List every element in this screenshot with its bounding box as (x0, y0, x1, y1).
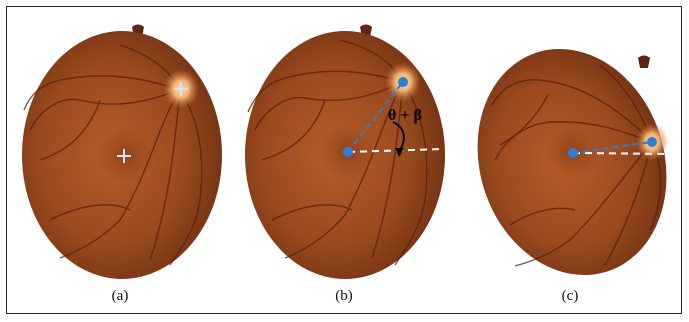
fovea-point-b (343, 147, 353, 157)
panel-a (22, 24, 222, 279)
disc-point-b (398, 77, 408, 87)
caption-a: (a) (111, 288, 129, 304)
horizontal-reference-line-b (347, 148, 445, 153)
figure-frame (6, 6, 682, 314)
disc-center-marker-a (174, 82, 188, 96)
vessels-a (23, 44, 203, 266)
caption-b: (b) (335, 288, 353, 304)
fundus-notch (638, 55, 650, 68)
disc-point-c (647, 137, 657, 147)
panel-b: θ + β (245, 24, 445, 279)
fovea-point-c (568, 148, 578, 158)
angle-label: θ + β (388, 107, 422, 124)
caption-c: (c) (561, 288, 579, 304)
fovea-center-marker-a (117, 149, 131, 163)
rotation-arrowhead (395, 148, 404, 157)
fovea-disc-line-c (572, 141, 653, 154)
fovea-disc-line-b (347, 81, 404, 153)
rotation-arc (392, 121, 405, 151)
horizontal-reference-line-c (572, 152, 677, 155)
panel-c (477, 48, 677, 276)
